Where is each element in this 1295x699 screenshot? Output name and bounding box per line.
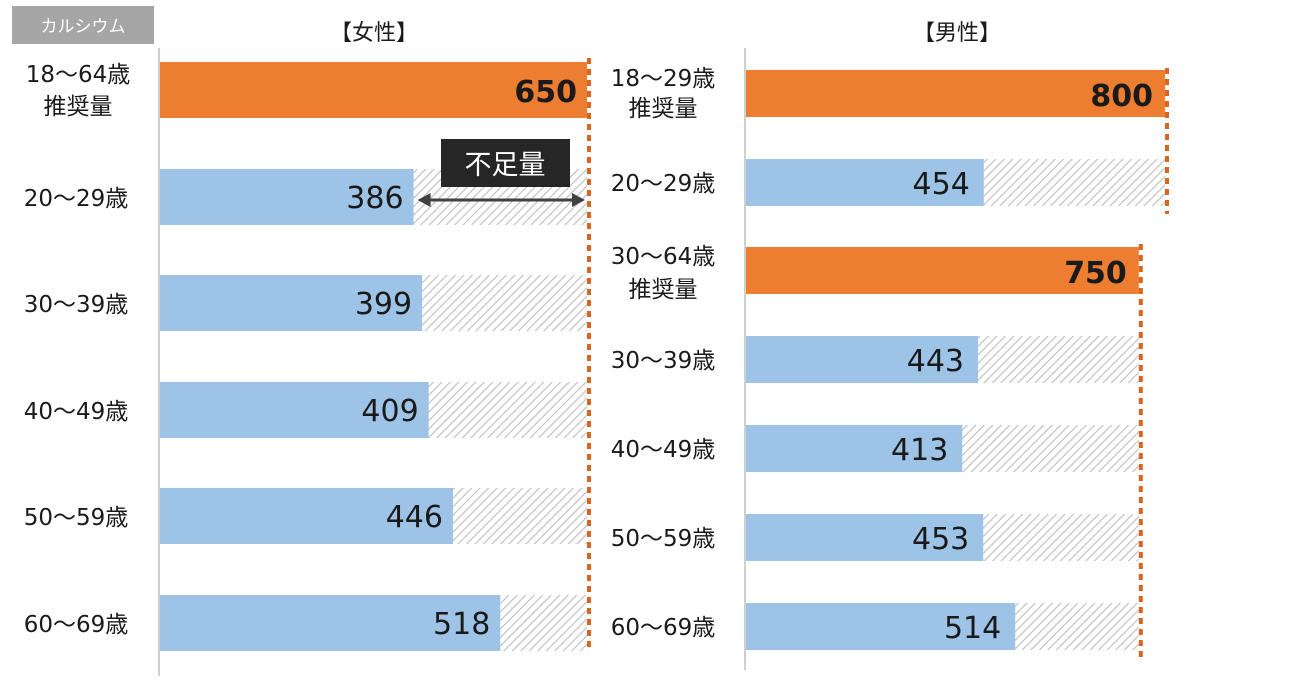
male-recommended-bar-18-29	[746, 70, 1165, 117]
female-intake-bar	[160, 488, 453, 544]
shortfall-arrow-left-head	[417, 193, 431, 207]
shortfall-annotation: 不足量	[417, 139, 585, 207]
shortfall-annotation-label: 不足量	[465, 150, 546, 181]
female-recommended-value: 650	[514, 75, 577, 110]
male-intake-bar	[746, 336, 979, 383]
female-category-label: 20～29歳	[24, 186, 129, 212]
female-intake-bar	[160, 382, 429, 438]
male-category-label: 40～49歳	[611, 437, 716, 463]
female-recommended-bar	[160, 62, 587, 118]
male-intake-value: 443	[907, 344, 964, 379]
female-category-label: 40～49歳	[24, 399, 129, 425]
female-shortfall-bar	[452, 488, 587, 544]
male-intake-value: 514	[944, 611, 1001, 646]
female-shortfall-bar	[422, 275, 587, 331]
nutrient-tag: カルシウム	[12, 6, 154, 44]
female-category-label: 50～59歳	[24, 505, 129, 531]
shortfall-arrow	[417, 193, 585, 207]
female-category-label: 60～69歳	[24, 612, 129, 638]
female-intake-value: 386	[346, 181, 403, 216]
male-shortfall-bar	[962, 425, 1139, 472]
male-recommended-value-30-64: 750	[1064, 256, 1127, 291]
male-intake-bar	[746, 425, 963, 472]
male-recommended-bar-30-64	[746, 247, 1139, 294]
female-recommended-label-age: 18～64歳	[26, 62, 131, 88]
shortfall-arrow-right-head	[572, 193, 585, 207]
male-intake-value: 413	[891, 433, 948, 468]
male-shortfall-bar	[983, 159, 1165, 206]
male-category-label: 50～59歳	[611, 526, 716, 552]
male-shortfall-bar	[978, 336, 1139, 383]
male-shortfall-bar	[1015, 603, 1139, 650]
female-intake-bar	[160, 595, 501, 651]
female-intake-bar	[160, 169, 414, 225]
female-intake-value: 409	[361, 394, 418, 429]
male-category-label: 20～29歳	[611, 171, 716, 197]
male-recommended-label-type-30-64: 推奨量	[629, 277, 698, 303]
male-category-label: 30～39歳	[611, 348, 716, 374]
male-shortfall-bar	[983, 514, 1139, 561]
male-intake-bar	[746, 159, 984, 206]
nutrient-tag-bg	[12, 6, 154, 44]
female-recommended-label-type: 推奨量	[44, 94, 113, 120]
female-intake-value: 446	[386, 500, 443, 535]
male-recommended-label-age-30-64: 30～64歳	[611, 244, 716, 270]
male-recommended-label-type-18-29: 推奨量	[629, 96, 698, 122]
nutrient-tag-label: カルシウム	[41, 17, 126, 37]
male-intake-value: 454	[913, 167, 970, 202]
female-category-label: 30～39歳	[24, 292, 129, 318]
female-shortfall-bar	[428, 382, 587, 438]
male-recommended-value-18-29: 800	[1090, 79, 1153, 114]
male-intake-bar	[746, 603, 1016, 650]
male-recommended-label-age-18-29: 18～29歳	[611, 66, 716, 92]
male-category-label: 60～69歳	[611, 615, 716, 641]
female-shortfall-bar	[500, 595, 587, 651]
female-intake-value: 399	[355, 287, 412, 322]
female-intake-bar	[160, 275, 423, 331]
male-intake-bar	[746, 514, 984, 561]
female-intake-value: 518	[433, 607, 490, 642]
male-panel-title: 【男性】	[913, 21, 1001, 46]
shortfall-annotation-bg	[441, 139, 570, 187]
male-intake-value: 453	[912, 522, 969, 557]
female-panel-title: 【女性】	[330, 21, 418, 46]
